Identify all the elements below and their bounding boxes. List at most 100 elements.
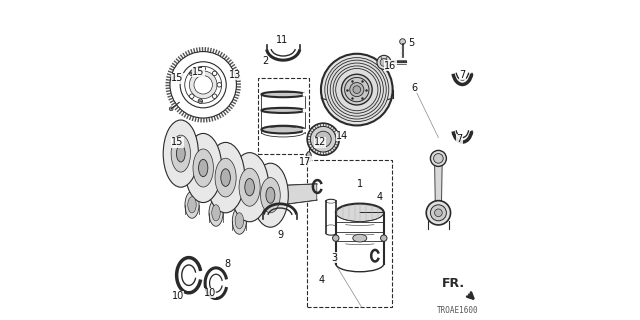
- Ellipse shape: [163, 120, 198, 187]
- Polygon shape: [211, 117, 214, 122]
- Polygon shape: [167, 95, 172, 98]
- Polygon shape: [236, 77, 241, 80]
- Polygon shape: [168, 70, 173, 73]
- Ellipse shape: [185, 191, 199, 218]
- Circle shape: [315, 131, 332, 147]
- Polygon shape: [228, 105, 233, 109]
- Polygon shape: [188, 50, 191, 55]
- Ellipse shape: [353, 234, 367, 242]
- Circle shape: [342, 74, 372, 105]
- Polygon shape: [175, 58, 180, 62]
- Circle shape: [310, 126, 336, 152]
- Polygon shape: [209, 117, 211, 122]
- Circle shape: [328, 60, 387, 119]
- Ellipse shape: [177, 145, 185, 162]
- Ellipse shape: [244, 179, 255, 196]
- Polygon shape: [226, 57, 230, 61]
- Polygon shape: [224, 55, 228, 60]
- Polygon shape: [200, 118, 202, 123]
- Text: 13: 13: [229, 70, 241, 80]
- Polygon shape: [168, 98, 173, 100]
- Text: 6: 6: [412, 83, 417, 93]
- Ellipse shape: [235, 213, 244, 229]
- Polygon shape: [190, 49, 193, 54]
- Circle shape: [426, 201, 451, 225]
- Ellipse shape: [184, 133, 222, 203]
- Ellipse shape: [262, 108, 305, 113]
- Polygon shape: [221, 112, 224, 117]
- Polygon shape: [166, 76, 171, 78]
- Text: 7: 7: [460, 70, 465, 80]
- Polygon shape: [174, 131, 210, 190]
- Polygon shape: [173, 104, 177, 108]
- Ellipse shape: [171, 135, 191, 172]
- Polygon shape: [236, 80, 241, 82]
- Text: 10: 10: [204, 288, 216, 298]
- Text: FR.: FR.: [442, 276, 465, 290]
- Circle shape: [435, 209, 442, 217]
- Circle shape: [212, 94, 217, 99]
- Polygon shape: [230, 103, 235, 107]
- Circle shape: [307, 123, 339, 155]
- Ellipse shape: [209, 199, 223, 226]
- Ellipse shape: [198, 159, 208, 177]
- Text: 4: 4: [319, 275, 324, 285]
- Polygon shape: [229, 61, 234, 65]
- Polygon shape: [181, 112, 185, 116]
- Text: 2: 2: [262, 56, 269, 66]
- Circle shape: [377, 55, 391, 69]
- Text: 15: 15: [192, 67, 205, 77]
- Text: 16: 16: [384, 60, 397, 71]
- Polygon shape: [197, 118, 199, 122]
- Circle shape: [189, 71, 217, 99]
- Ellipse shape: [221, 169, 230, 186]
- Ellipse shape: [307, 152, 312, 162]
- Circle shape: [333, 66, 380, 113]
- Polygon shape: [236, 86, 241, 88]
- Circle shape: [191, 70, 195, 74]
- Circle shape: [321, 54, 393, 125]
- Polygon shape: [231, 64, 236, 68]
- Circle shape: [194, 76, 212, 94]
- Ellipse shape: [252, 163, 288, 227]
- Circle shape: [190, 70, 195, 74]
- Ellipse shape: [239, 168, 260, 206]
- Circle shape: [189, 71, 194, 76]
- Ellipse shape: [212, 205, 220, 221]
- Polygon shape: [212, 48, 215, 53]
- Ellipse shape: [262, 126, 305, 133]
- Ellipse shape: [188, 197, 196, 213]
- Polygon shape: [218, 114, 221, 118]
- Polygon shape: [166, 79, 170, 81]
- Circle shape: [344, 77, 369, 102]
- Circle shape: [189, 94, 194, 99]
- Polygon shape: [207, 47, 209, 52]
- Polygon shape: [169, 68, 173, 71]
- Ellipse shape: [260, 178, 280, 213]
- Ellipse shape: [266, 187, 275, 203]
- Polygon shape: [171, 102, 175, 106]
- Polygon shape: [221, 53, 225, 58]
- Circle shape: [212, 71, 217, 76]
- Polygon shape: [214, 49, 218, 54]
- Circle shape: [201, 67, 205, 71]
- Circle shape: [185, 66, 221, 103]
- Polygon shape: [435, 158, 442, 201]
- Polygon shape: [170, 65, 175, 68]
- Polygon shape: [233, 99, 237, 102]
- Text: 9: 9: [277, 230, 283, 240]
- Polygon shape: [234, 72, 239, 75]
- Ellipse shape: [206, 142, 244, 213]
- Polygon shape: [179, 110, 182, 115]
- Text: 15: 15: [172, 73, 184, 84]
- Polygon shape: [175, 106, 179, 110]
- Polygon shape: [173, 60, 178, 64]
- Ellipse shape: [230, 153, 269, 222]
- Polygon shape: [170, 100, 174, 103]
- Polygon shape: [225, 109, 229, 114]
- Ellipse shape: [262, 92, 305, 97]
- Polygon shape: [206, 118, 207, 123]
- Circle shape: [325, 58, 389, 122]
- Polygon shape: [166, 87, 170, 89]
- Polygon shape: [182, 52, 186, 57]
